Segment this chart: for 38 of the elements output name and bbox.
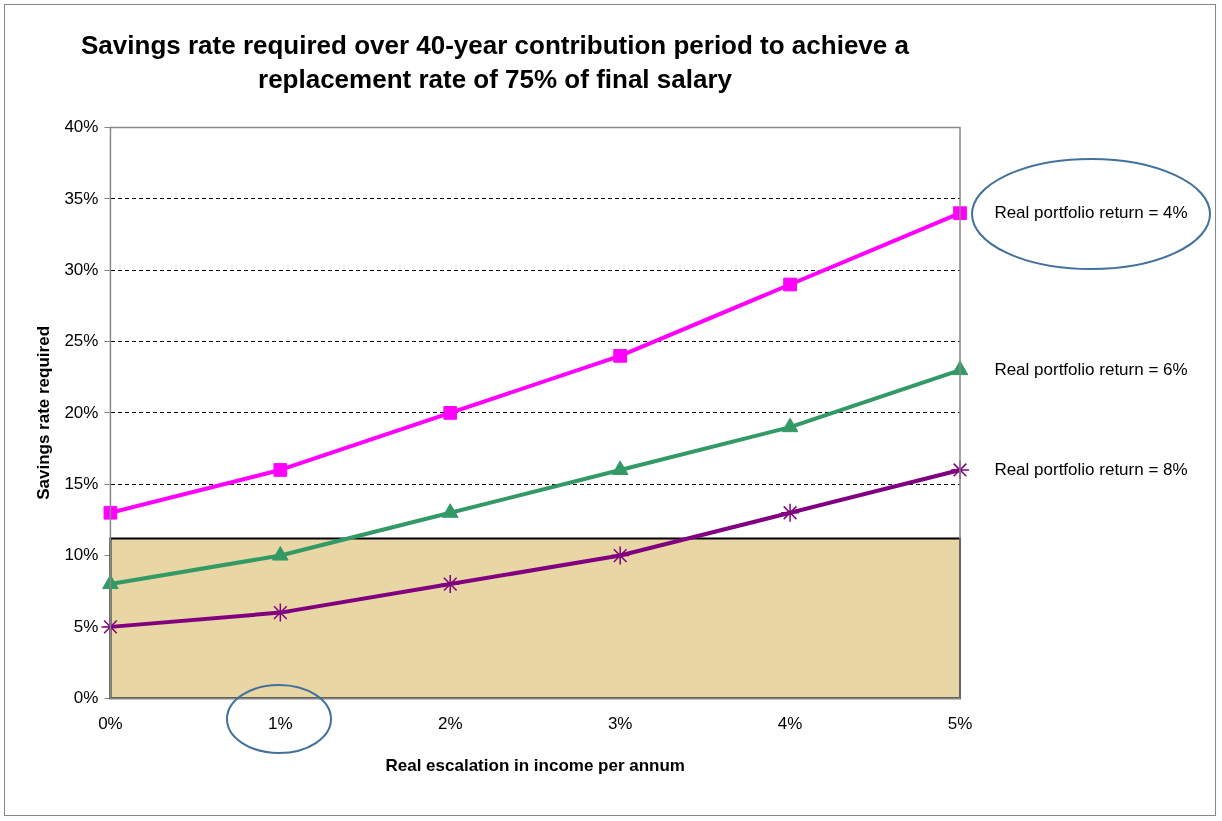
point — [100, 617, 121, 637]
point — [270, 602, 291, 623]
point — [780, 503, 800, 523]
chart-title: Savings rate required over 40-year contribution period to achieve a replacement rate of 75% of final salary — [81, 30, 910, 94]
point — [273, 463, 288, 477]
y-tick-label: 30% — [64, 259, 99, 279]
series-label: Real portfolio return = 4% — [994, 202, 1188, 222]
y-tick-label: 40% — [64, 117, 99, 137]
point — [953, 206, 967, 221]
point — [103, 505, 118, 520]
x-tick-label: 2% — [437, 714, 463, 734]
y-tick-label: 10% — [64, 545, 99, 565]
series-label: Real portfolio return = 6% — [994, 359, 1188, 379]
point — [440, 574, 461, 594]
series-label: Real portfolio return = 8% — [994, 459, 1188, 479]
point — [272, 546, 289, 561]
y-tick-label: 0% — [73, 687, 99, 707]
point — [783, 277, 797, 292]
y-tick-label: 15% — [64, 473, 99, 493]
point — [611, 460, 629, 475]
y-axis-title: Savings rate required — [33, 325, 53, 500]
y-tick-label: 20% — [64, 402, 99, 422]
x-tick-label: 1% — [268, 714, 293, 734]
point — [781, 417, 799, 433]
x-tick-label: 0% — [98, 714, 123, 734]
point — [613, 348, 628, 363]
y-tick-label: 35% — [64, 188, 99, 208]
x-tick-label: 5% — [947, 714, 973, 734]
point — [950, 460, 970, 480]
y-tick-label: 25% — [64, 331, 99, 351]
x-tick-label: 4% — [777, 714, 803, 734]
y-tick-label: 5% — [73, 616, 99, 636]
point — [443, 406, 458, 420]
point — [441, 503, 459, 518]
point — [610, 545, 630, 566]
x-axis-title: Real escalation in income per annum — [385, 756, 685, 776]
point — [102, 574, 119, 590]
x-tick-label: 3% — [607, 714, 633, 734]
